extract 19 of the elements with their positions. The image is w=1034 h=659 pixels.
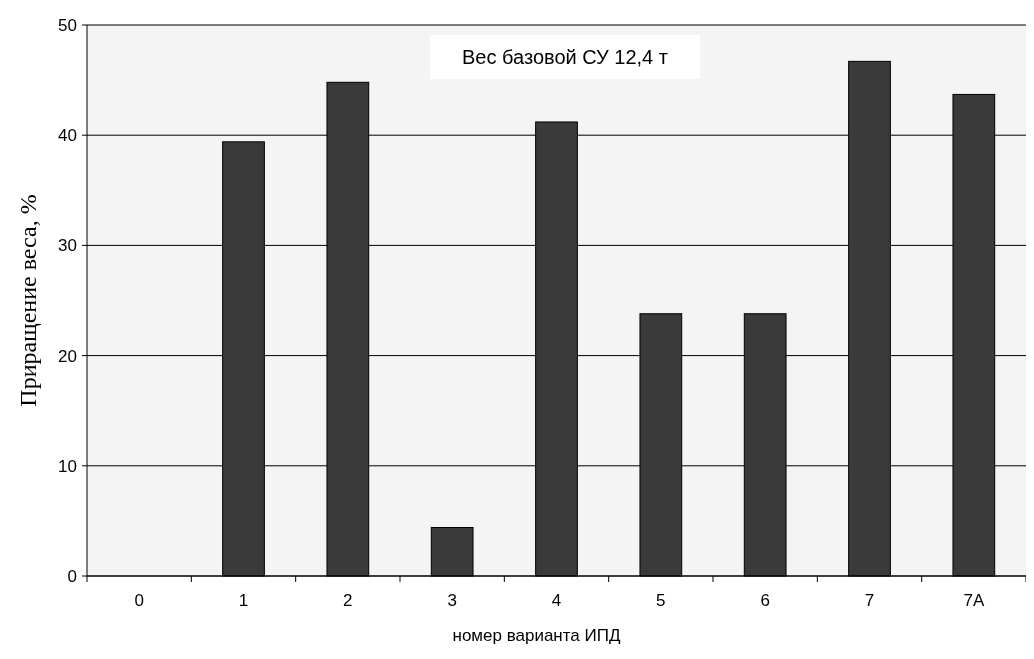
x-tick-label: 3 <box>447 591 457 610</box>
y-tick-label: 10 <box>58 456 77 476</box>
x-tick-label: 4 <box>551 591 562 610</box>
x-tick-label: 0 <box>134 591 144 610</box>
text-box: Вес базовой СУ 12,4 т <box>430 35 700 79</box>
x-tick-label: 5 <box>656 591 666 610</box>
y-tick-label: 20 <box>58 346 77 366</box>
y-tick-label: 0 <box>67 566 77 586</box>
annotation: Вес базовой СУ 12,4 т <box>462 46 668 68</box>
y-tick-label: 50 <box>58 15 77 35</box>
x-tick-label: 7 <box>864 591 875 610</box>
y-tick-label: 40 <box>58 126 77 146</box>
y-axis-title: Приращение веса, % <box>15 194 41 407</box>
x-tick-label: 6 <box>760 591 770 610</box>
x-tick-label: 7А <box>963 591 985 610</box>
x-axis-title: номер варианта ИПД <box>452 626 621 645</box>
x-tick-label: 1 <box>238 591 249 610</box>
y-tick-label: 30 <box>58 236 77 256</box>
x-tick-label: 2 <box>343 591 353 610</box>
